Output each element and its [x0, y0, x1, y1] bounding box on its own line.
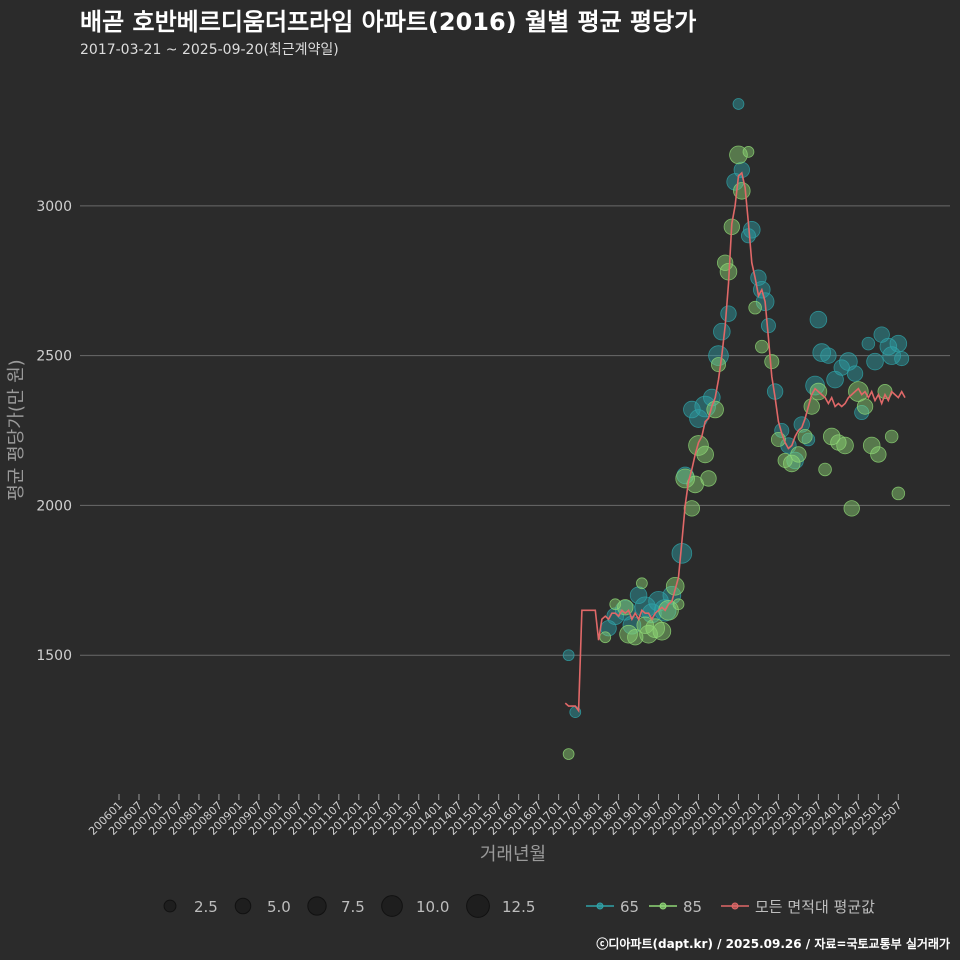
size-legend-label: 10.0: [416, 898, 449, 916]
point-65: [720, 305, 737, 322]
point-85: [843, 500, 860, 517]
point-85: [783, 454, 801, 473]
point-85: [856, 398, 874, 415]
chart-subtitle: 2017-03-21 ~ 2025-09-20(최근계약일): [80, 42, 339, 58]
point-85: [710, 357, 726, 373]
point-85: [848, 381, 869, 402]
point-85: [870, 446, 887, 463]
point-65: [733, 161, 750, 179]
point-85: [599, 631, 612, 644]
size-legend-circle: [466, 894, 490, 918]
point-65: [894, 351, 910, 367]
point-85: [665, 576, 685, 596]
size-legend-label: 5.0: [267, 898, 291, 916]
point-85: [777, 452, 793, 468]
size-legend-label: 2.5: [194, 898, 218, 916]
point-85: [683, 500, 701, 517]
point-65: [861, 336, 876, 351]
point-65: [882, 346, 901, 365]
point-65: [809, 310, 828, 329]
point-85: [672, 598, 685, 611]
point-85: [636, 577, 648, 590]
point-65: [629, 586, 648, 605]
point-85: [562, 748, 575, 760]
chart-title: 배곧 호반베르디움더프라임 아파트(2016) 월별 평균 평당가: [80, 8, 696, 36]
point-85: [891, 486, 906, 501]
x-axis-title: 거래년월: [480, 844, 546, 865]
y-tick-label: 2500: [36, 349, 72, 365]
point-85: [790, 446, 807, 463]
point-65: [801, 432, 816, 447]
point-85: [836, 436, 854, 455]
point-85: [609, 598, 622, 611]
point-85: [700, 470, 717, 487]
point-65: [642, 603, 662, 624]
source-caption: ⓒ디아파트(dapt.kr) / 2025.09.26 / 자료=국토교통부 실…: [596, 936, 950, 951]
point-65: [732, 98, 745, 110]
color-legend: 65 85 모든 면적대 평균값: [586, 898, 875, 916]
size-legend-circle: [307, 896, 327, 916]
y-tick-label: 3000: [36, 199, 72, 215]
size-legend-circle: [163, 899, 177, 913]
point-85: [884, 429, 899, 444]
average-line: [564, 171, 906, 713]
x-axis-ticks: 2006012006072007012007072008012008072009…: [86, 794, 904, 838]
point-85: [742, 146, 755, 158]
legend-key-65-dot: [596, 902, 604, 910]
legend-key-85-label: 85: [683, 898, 702, 916]
point-65: [820, 347, 837, 364]
y-axis-ticks: 1500 2000 2500 3000: [36, 199, 72, 664]
size-legend-label: 7.5: [341, 898, 365, 916]
point-85: [748, 300, 762, 315]
size-legend-label: 12.5: [502, 898, 535, 916]
point-85: [822, 427, 841, 446]
point-65: [889, 334, 908, 353]
point-65: [743, 221, 761, 239]
legend-key-85-dot: [659, 902, 667, 910]
point-85: [764, 354, 780, 370]
point-65: [854, 405, 870, 421]
size-legend: 2.5 5.0 7.5 10.0 12.5: [163, 894, 535, 918]
point-85: [818, 462, 832, 477]
point-85: [706, 400, 724, 419]
point-85: [797, 428, 813, 444]
point-85: [652, 621, 672, 641]
point-65: [866, 352, 884, 371]
point-65: [634, 596, 656, 619]
y-tick-label: 2000: [36, 498, 72, 514]
point-85: [627, 629, 644, 646]
series-85-points: [562, 145, 906, 760]
point-65: [708, 345, 729, 366]
point-85: [755, 339, 769, 354]
point-65: [562, 649, 575, 662]
legend-key-average-dot: [731, 902, 739, 910]
gridlines: [80, 205, 950, 656]
point-85: [862, 436, 881, 455]
legend-key-65-label: 65: [620, 898, 639, 916]
point-85: [696, 445, 714, 464]
size-legend-circle: [381, 895, 403, 917]
legend-key-average-label: 모든 면적대 평균값: [755, 898, 875, 916]
y-axis-title: 평균 평당가(만 원): [6, 359, 27, 500]
point-65: [793, 416, 810, 433]
point-65: [713, 322, 731, 341]
point-65: [846, 365, 864, 382]
y-tick-label: 1500: [36, 648, 72, 664]
size-legend-circle: [234, 897, 252, 915]
